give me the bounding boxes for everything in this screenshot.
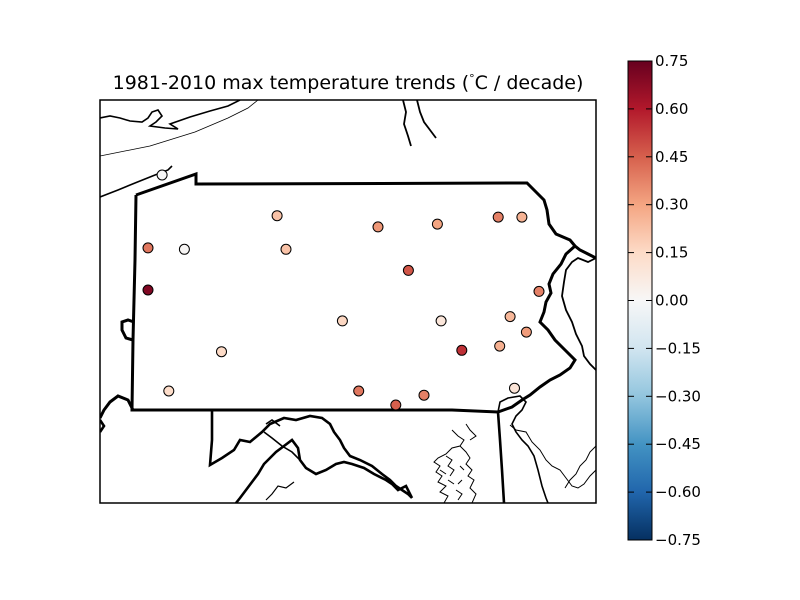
station-marker [280, 243, 292, 255]
pennsylvania-border [130, 171, 596, 414]
station-marker [336, 315, 348, 327]
colorbar-tick-label: 0.75 [655, 52, 688, 70]
colorbar-ticks: 0.75 0.60 0.45 0.30 0.15 0.00 −0.15 −0.30 −0.45 −… [628, 52, 701, 549]
new-jersey-coast [561, 256, 596, 371]
finger-lake-east [416, 100, 437, 139]
station-marker [431, 218, 443, 230]
colorbar-tick-label: −0.45 [655, 435, 701, 453]
finger-lake-west [402, 100, 412, 147]
station-marker [418, 389, 430, 401]
colorbar-tick-label: 0.30 [655, 196, 688, 214]
wv-panhandle-border [100, 318, 135, 419]
colorbar-tick-label: 0.60 [655, 100, 688, 118]
lake-erie-north-coast [100, 100, 241, 130]
station-marker [216, 346, 227, 358]
colorbar-tick-label: 0.15 [655, 244, 688, 262]
station-markers [142, 169, 545, 411]
station-marker [520, 326, 532, 338]
chesapeake-bay [433, 423, 477, 503]
colorbar-tick-label: 0.00 [655, 292, 688, 310]
station-marker [533, 285, 545, 297]
lake-erie-shoreline [100, 100, 259, 157]
station-marker [435, 315, 447, 327]
ny-lake-erie-shore [100, 165, 173, 198]
delmarva-coast [509, 424, 596, 489]
md-thin-border [265, 481, 295, 501]
station-marker [353, 385, 365, 397]
colorbar-tick-label: 0.45 [655, 148, 688, 166]
colorbar-tick-label: −0.75 [655, 531, 701, 549]
station-marker [142, 284, 154, 296]
station-marker [390, 399, 402, 411]
station-marker [516, 211, 528, 223]
station-marker [372, 221, 384, 233]
map-frame [99, 99, 597, 504]
pa-de-border [496, 411, 506, 503]
station-marker [509, 382, 520, 394]
colorbar-tick-label: −0.60 [655, 483, 701, 501]
station-marker [492, 211, 504, 223]
station-marker [156, 169, 168, 181]
station-marker [178, 243, 190, 255]
potomac-lines [263, 419, 307, 469]
colorbar-tick-label: −0.30 [655, 387, 701, 405]
colorbar-tick-label: −0.15 [655, 339, 701, 357]
station-marker [456, 344, 468, 356]
station-marker [494, 340, 506, 352]
station-marker [142, 242, 154, 254]
map-area [100, 100, 596, 503]
station-marker [504, 311, 516, 323]
station-marker [163, 385, 175, 397]
station-marker [271, 210, 283, 222]
map-title: 1981-2010 max temperature trends (°C / d… [113, 72, 584, 94]
station-marker [402, 264, 414, 276]
map-background [100, 100, 596, 503]
